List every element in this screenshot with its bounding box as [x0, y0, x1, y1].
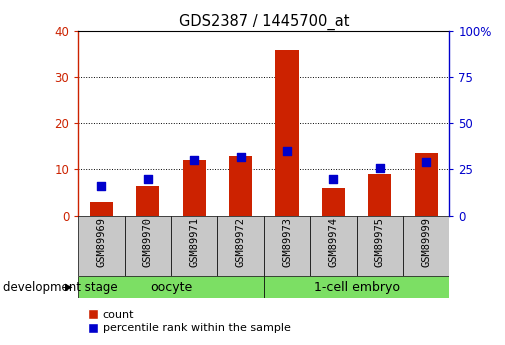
Point: [422, 159, 430, 165]
Bar: [415, 153, 438, 216]
Bar: [183, 160, 206, 216]
Text: GSM89972: GSM89972: [236, 217, 245, 267]
Bar: [136, 186, 160, 216]
Point: [329, 176, 337, 181]
Text: ▶: ▶: [66, 282, 73, 292]
Point: [190, 157, 198, 163]
FancyBboxPatch shape: [403, 216, 449, 276]
Bar: [275, 49, 298, 216]
Point: [97, 183, 106, 189]
Text: GSM89975: GSM89975: [375, 217, 385, 267]
Text: development stage: development stage: [3, 281, 117, 294]
Text: GSM89969: GSM89969: [96, 217, 107, 267]
Point: [237, 154, 245, 159]
Title: GDS2387 / 1445700_at: GDS2387 / 1445700_at: [179, 13, 349, 30]
Bar: [229, 156, 252, 216]
Text: GSM89973: GSM89973: [282, 217, 292, 267]
Point: [283, 148, 291, 154]
FancyBboxPatch shape: [218, 216, 264, 276]
FancyBboxPatch shape: [264, 276, 449, 298]
Legend: count, percentile rank within the sample: count, percentile rank within the sample: [84, 306, 295, 338]
Text: GSM89999: GSM89999: [421, 217, 431, 267]
FancyBboxPatch shape: [357, 216, 403, 276]
Text: oocyte: oocyte: [150, 281, 192, 294]
FancyBboxPatch shape: [125, 216, 171, 276]
Point: [376, 165, 384, 170]
Text: GSM89971: GSM89971: [189, 217, 199, 267]
Text: GSM89970: GSM89970: [143, 217, 153, 267]
Text: 1-cell embryo: 1-cell embryo: [314, 281, 399, 294]
FancyBboxPatch shape: [78, 216, 125, 276]
FancyBboxPatch shape: [264, 216, 310, 276]
Point: [144, 176, 152, 181]
FancyBboxPatch shape: [78, 276, 264, 298]
Bar: [322, 188, 345, 216]
FancyBboxPatch shape: [310, 216, 357, 276]
Bar: [368, 174, 391, 216]
FancyBboxPatch shape: [171, 216, 218, 276]
Bar: [90, 202, 113, 216]
Text: GSM89974: GSM89974: [328, 217, 338, 267]
